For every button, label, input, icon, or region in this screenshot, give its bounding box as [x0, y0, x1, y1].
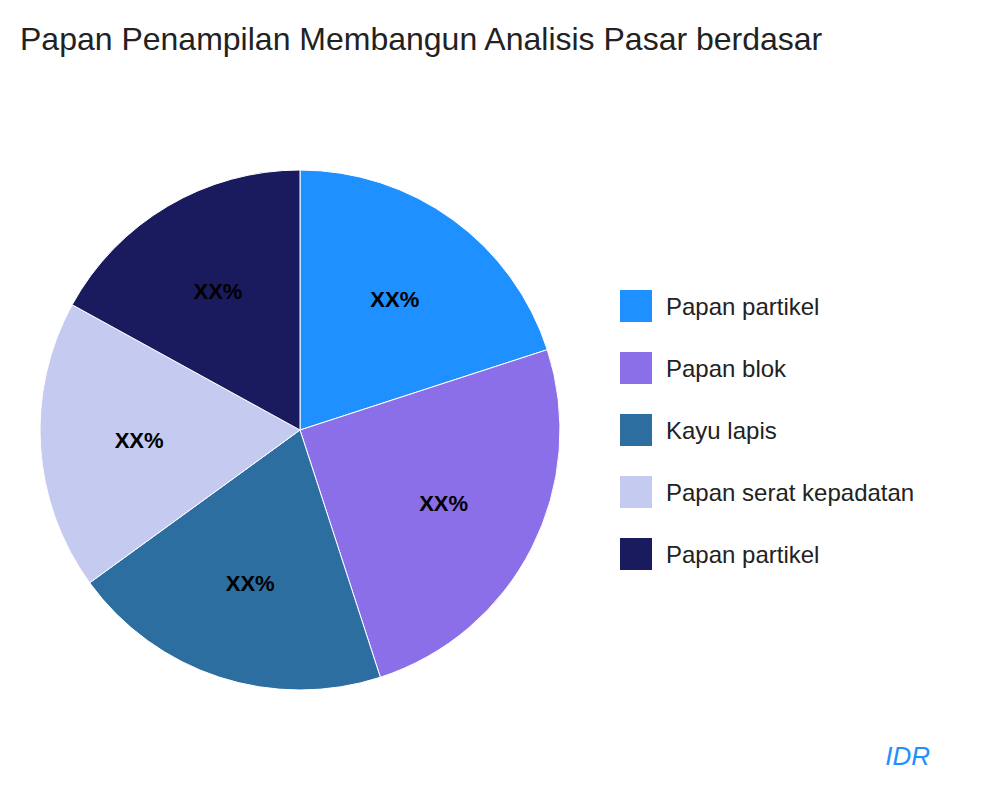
- background: [0, 0, 1000, 800]
- data-label: XX%: [226, 571, 275, 596]
- legend-swatch: [620, 352, 652, 384]
- data-label: XX%: [115, 428, 164, 453]
- chart-svg: Papan Penampilan Membangun Analisis Pasa…: [0, 0, 1000, 800]
- legend-swatch: [620, 290, 652, 322]
- legend-label: Papan serat kepadatan: [666, 479, 914, 506]
- legend-label: Kayu lapis: [666, 417, 777, 444]
- data-label: XX%: [419, 491, 468, 516]
- title: Papan Penampilan Membangun Analisis Pasa…: [20, 21, 823, 57]
- legend-label: Papan blok: [666, 355, 787, 382]
- legend-swatch: [620, 538, 652, 570]
- legend-label: Papan partikel: [666, 293, 819, 320]
- legend-swatch: [620, 414, 652, 446]
- legend-swatch: [620, 476, 652, 508]
- chart-container: Papan Penampilan Membangun Analisis Pasa…: [0, 0, 1000, 800]
- pie-slice: [72, 170, 300, 430]
- data-label: XX%: [193, 279, 242, 304]
- watermark: IDR: [885, 741, 930, 771]
- legend: Papan partikel Papan blok Kayu lapis Papan …: [620, 290, 914, 570]
- data-label: XX%: [370, 287, 419, 312]
- legend-label: Papan partikel: [666, 541, 819, 568]
- pie: [40, 170, 560, 690]
- data-labels: XX% XX% XX% XX% XX%: [115, 279, 468, 596]
